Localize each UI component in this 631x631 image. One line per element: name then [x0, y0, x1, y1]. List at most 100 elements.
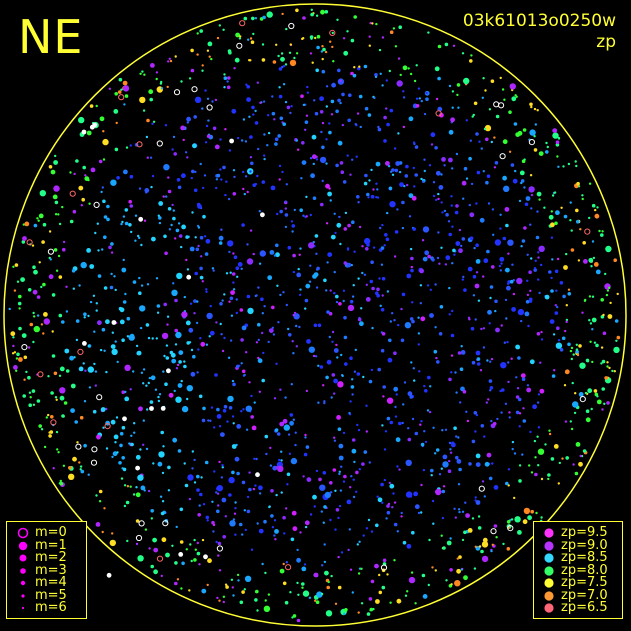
star-marker — [330, 234, 336, 240]
star-marker — [323, 505, 327, 509]
star-marker — [22, 394, 27, 398]
star-marker — [572, 353, 575, 356]
star-marker — [475, 500, 481, 505]
star-marker — [398, 170, 402, 174]
star-marker — [261, 562, 264, 566]
star-marker — [550, 222, 555, 228]
star-marker — [160, 574, 163, 578]
star-marker — [602, 331, 607, 336]
star-marker — [94, 384, 98, 387]
star-marker — [494, 299, 498, 304]
star-marker — [493, 166, 497, 169]
star-marker — [156, 311, 160, 314]
star-marker — [371, 326, 374, 330]
star-marker — [296, 272, 302, 278]
star-marker — [242, 408, 245, 411]
star-marker — [180, 125, 186, 131]
star-marker — [87, 345, 91, 348]
star-marker — [593, 341, 597, 344]
star-marker — [198, 394, 203, 399]
star-marker — [422, 180, 425, 184]
star-marker — [329, 40, 332, 43]
star-marker — [422, 226, 430, 233]
star-marker — [550, 276, 553, 280]
star-marker — [525, 300, 530, 304]
star-points — [8, 8, 621, 623]
star-marker — [252, 487, 256, 491]
star-marker — [296, 581, 299, 585]
star-marker — [90, 167, 96, 173]
star-marker — [88, 386, 92, 389]
star-marker — [375, 523, 379, 528]
star-marker — [370, 368, 374, 372]
star-marker — [168, 57, 171, 60]
star-marker — [397, 323, 400, 327]
star-marker — [555, 210, 560, 216]
bright-star-ring — [329, 29, 336, 37]
star-marker — [448, 157, 453, 163]
star-marker — [346, 30, 349, 33]
star-marker — [594, 208, 597, 212]
star-marker — [378, 590, 383, 595]
star-marker — [338, 443, 344, 449]
star-marker — [180, 245, 183, 249]
star-marker — [140, 284, 144, 287]
star-marker — [507, 484, 510, 487]
star-marker — [175, 525, 178, 529]
star-marker — [381, 424, 384, 427]
star-marker — [249, 135, 253, 139]
star-marker — [508, 150, 512, 153]
star-marker — [489, 285, 494, 289]
star-marker — [409, 395, 414, 399]
star-marker — [315, 469, 319, 473]
star-marker — [121, 390, 125, 395]
star-marker — [417, 511, 421, 515]
star-marker — [231, 444, 237, 449]
star-marker — [98, 500, 102, 503]
star-marker — [554, 304, 557, 307]
star-marker — [13, 365, 18, 370]
star-marker — [446, 540, 452, 546]
star-marker — [424, 250, 430, 256]
star-marker — [440, 246, 443, 249]
star-marker — [385, 237, 390, 242]
star-marker — [102, 199, 106, 204]
star-marker — [160, 511, 165, 516]
star-marker — [474, 318, 477, 321]
star-marker — [101, 327, 106, 332]
star-marker — [80, 469, 85, 474]
star-marker — [476, 170, 481, 175]
star-marker — [124, 390, 127, 394]
star-marker — [376, 293, 380, 298]
star-marker — [282, 291, 285, 294]
star-marker — [185, 320, 191, 326]
star-marker — [438, 262, 441, 265]
star-marker — [196, 488, 200, 492]
star-marker — [55, 398, 58, 401]
star-marker — [197, 348, 200, 351]
star-marker — [486, 249, 490, 254]
star-marker — [165, 195, 168, 198]
star-marker — [257, 356, 260, 360]
star-marker — [406, 273, 412, 279]
star-marker — [186, 156, 189, 159]
star-marker — [177, 185, 182, 190]
star-marker — [308, 242, 315, 249]
star-marker — [111, 532, 114, 535]
star-marker — [585, 409, 590, 414]
star-marker — [322, 521, 325, 524]
star-marker — [334, 231, 337, 235]
star-marker — [123, 504, 127, 508]
star-marker — [138, 406, 143, 412]
star-marker — [536, 109, 539, 112]
star-marker — [530, 105, 533, 109]
bright-star-ring — [69, 190, 76, 197]
star-marker — [140, 371, 144, 374]
star-marker — [132, 370, 135, 373]
star-marker — [185, 235, 189, 239]
star-marker — [375, 22, 378, 26]
star-marker — [267, 275, 273, 281]
star-marker — [351, 295, 355, 298]
star-marker — [344, 211, 348, 215]
star-marker — [516, 277, 523, 285]
